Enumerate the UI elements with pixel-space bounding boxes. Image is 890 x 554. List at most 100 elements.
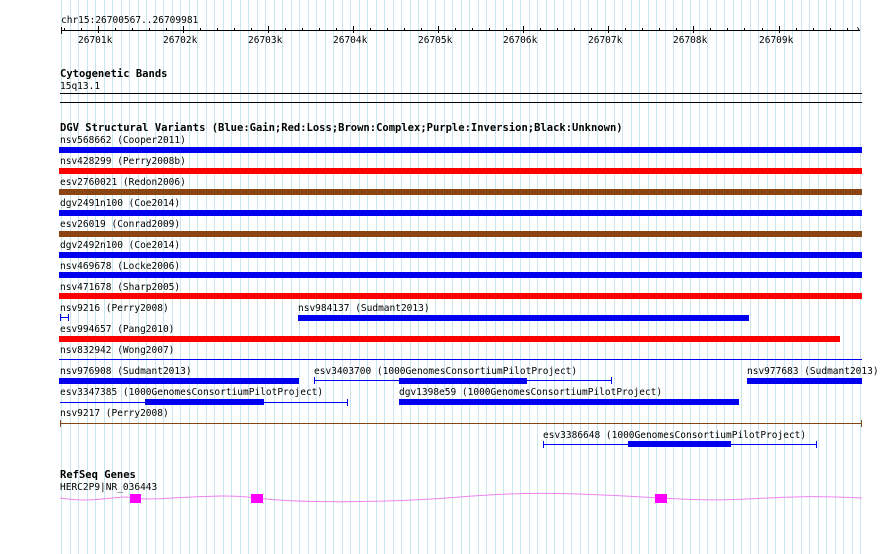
dgv-feature-gain-block[interactable]	[628, 441, 731, 447]
ruler-tick-label: 26705k	[418, 35, 453, 46]
ruler-minor-tick	[285, 28, 286, 31]
ruler-minor-tick	[710, 28, 711, 31]
ruler-minor-tick	[574, 28, 575, 31]
ruler-minor-tick	[217, 28, 218, 31]
ruler-minor-tick	[642, 28, 643, 31]
dgv-feature-gain[interactable]	[399, 399, 739, 405]
ruler-minor-tick	[387, 28, 388, 31]
dgv-feature-end-tick	[347, 399, 348, 406]
dgv-feature-gain-line[interactable]	[59, 359, 862, 360]
ruler-minor-tick	[404, 28, 405, 31]
dgv-feature-complex[interactable]	[59, 231, 862, 237]
dgv-feature-end-tick	[816, 441, 817, 448]
dgv-feature-label[interactable]: nsv832942 (Wong2007)	[60, 345, 175, 356]
ruler-minor-tick	[762, 28, 763, 31]
refseq-track-title: RefSeq Genes	[60, 469, 136, 481]
dgv-feature-label[interactable]: esv2760021 (Redon2006)	[60, 177, 186, 188]
dgv-feature-gain[interactable]	[59, 147, 862, 153]
dgv-feature-gain-block[interactable]	[399, 378, 527, 384]
cytoband-track-title: Cytogenetic Bands	[60, 68, 168, 80]
ruler-major-tick	[353, 26, 354, 33]
ruler-minor-tick	[625, 28, 626, 31]
dgv-feature-loss[interactable]	[59, 336, 840, 342]
dgv-feature-label[interactable]: esv994657 (Pang2010)	[60, 324, 175, 335]
ruler-minor-tick	[830, 28, 831, 31]
dgv-feature-loss[interactable]	[59, 168, 862, 174]
cytoband-label: 15q13.1	[60, 81, 101, 92]
cytoband-track-divider	[60, 102, 862, 103]
ruler-tick-label: 26708k	[673, 35, 708, 46]
refseq-gene-label[interactable]: HERC2P9|NR_036443	[60, 482, 158, 493]
ruler-minor-tick	[847, 28, 848, 31]
dgv-feature-label[interactable]: esv3386648 (1000GenomesConsortiumPilotPr…	[543, 430, 807, 441]
dgv-feature-label[interactable]: nsv9216 (Perry2008)	[60, 303, 169, 314]
dgv-feature-gain[interactable]	[747, 378, 862, 384]
dgv-track-title: DGV Structural Variants (Blue:Gain;Red:L…	[60, 122, 623, 134]
ruler-minor-tick	[727, 28, 728, 31]
dgv-feature-label[interactable]: nsv984137 (Sudmant2013)	[298, 303, 430, 314]
ruler-major-tick	[268, 26, 269, 33]
ruler-minor-tick	[421, 28, 422, 31]
ruler-minor-tick	[506, 28, 507, 31]
dgv-feature-end-tick	[314, 377, 315, 384]
refseq-exon	[655, 494, 667, 503]
ruler-major-tick	[523, 26, 524, 33]
ruler-minor-tick	[370, 28, 371, 31]
dgv-feature-label[interactable]: nsv977683 (Sudmant2013)	[747, 366, 879, 377]
ruler-minor-tick	[489, 28, 490, 31]
ruler-minor-tick	[81, 28, 82, 31]
dgv-feature-end-tick	[60, 314, 61, 321]
ruler-major-tick	[98, 26, 99, 33]
ruler-minor-tick	[472, 28, 473, 31]
dgv-feature-label[interactable]: esv3403700 (1000GenomesConsortiumPilotPr…	[314, 366, 578, 377]
cytoband-band[interactable]	[60, 93, 862, 94]
dgv-feature-label[interactable]: esv3347385 (1000GenomesConsortiumPilotPr…	[60, 387, 324, 398]
dgv-feature-loss[interactable]	[59, 293, 862, 299]
dgv-feature-label[interactable]: nsv976908 (Sudmant2013)	[60, 366, 192, 377]
ruler-left-end	[61, 27, 62, 34]
ruler-minor-tick	[557, 28, 558, 31]
ruler-major-tick	[779, 26, 780, 33]
dgv-feature-end-tick	[60, 420, 61, 427]
ruler-minor-tick	[64, 28, 65, 31]
ruler-minor-tick	[659, 28, 660, 31]
ruler-arrow-icon: ›	[855, 24, 862, 35]
dgv-feature-label[interactable]: dgv2491n100 (Coe2014)	[60, 198, 181, 209]
dgv-feature-complex-line[interactable]	[60, 423, 862, 424]
dgv-feature-gain-block[interactable]	[145, 399, 264, 405]
ruler-minor-tick	[132, 28, 133, 31]
ruler-minor-tick	[591, 28, 592, 31]
dgv-feature-gain[interactable]	[59, 272, 862, 278]
ruler-minor-tick	[166, 28, 167, 31]
ruler-minor-tick	[115, 28, 116, 31]
dgv-feature-label[interactable]: dgv1398e59 (1000GenomesConsortiumPilotPr…	[399, 387, 663, 398]
dgv-feature-gain[interactable]	[59, 210, 862, 216]
dgv-feature-gain[interactable]	[59, 252, 862, 258]
dgv-feature-complex[interactable]	[59, 189, 862, 195]
ruler-tick-label: 26704k	[333, 35, 368, 46]
dgv-feature-end-tick	[543, 441, 544, 448]
dgv-feature-label[interactable]: nsv469678 (Locke2006)	[60, 261, 181, 272]
refseq-gene-model[interactable]	[0, 488, 890, 508]
ruler-minor-tick	[251, 28, 252, 31]
dgv-feature-gain-small[interactable]	[60, 317, 69, 318]
dgv-feature-label[interactable]: dgv2492n100 (Coe2014)	[60, 240, 181, 251]
ruler-tick-label: 26709k	[759, 35, 794, 46]
dgv-feature-label[interactable]: nsv568662 (Cooper2011)	[60, 135, 186, 146]
dgv-feature-label[interactable]: nsv428299 (Perry2008b)	[60, 156, 186, 167]
ruler-major-tick	[608, 26, 609, 33]
ruler-minor-tick	[455, 28, 456, 31]
dgv-feature-label[interactable]: nsv9217 (Perry2008)	[60, 408, 169, 419]
ruler-minor-tick	[676, 28, 677, 31]
dgv-feature-gain[interactable]	[298, 315, 749, 321]
dgv-feature-label[interactable]: esv26019 (Conrad2009)	[60, 219, 181, 230]
ruler-major-tick	[438, 26, 439, 33]
ruler-minor-tick	[796, 28, 797, 31]
ruler-minor-tick	[149, 28, 150, 31]
ruler-tick-label: 26701k	[78, 35, 113, 46]
dgv-feature-gain[interactable]	[59, 378, 299, 384]
ruler-axis-line	[61, 30, 860, 31]
dgv-feature-label[interactable]: nsv471678 (Sharp2005)	[60, 282, 181, 293]
ruler-tick-label: 26703k	[248, 35, 283, 46]
